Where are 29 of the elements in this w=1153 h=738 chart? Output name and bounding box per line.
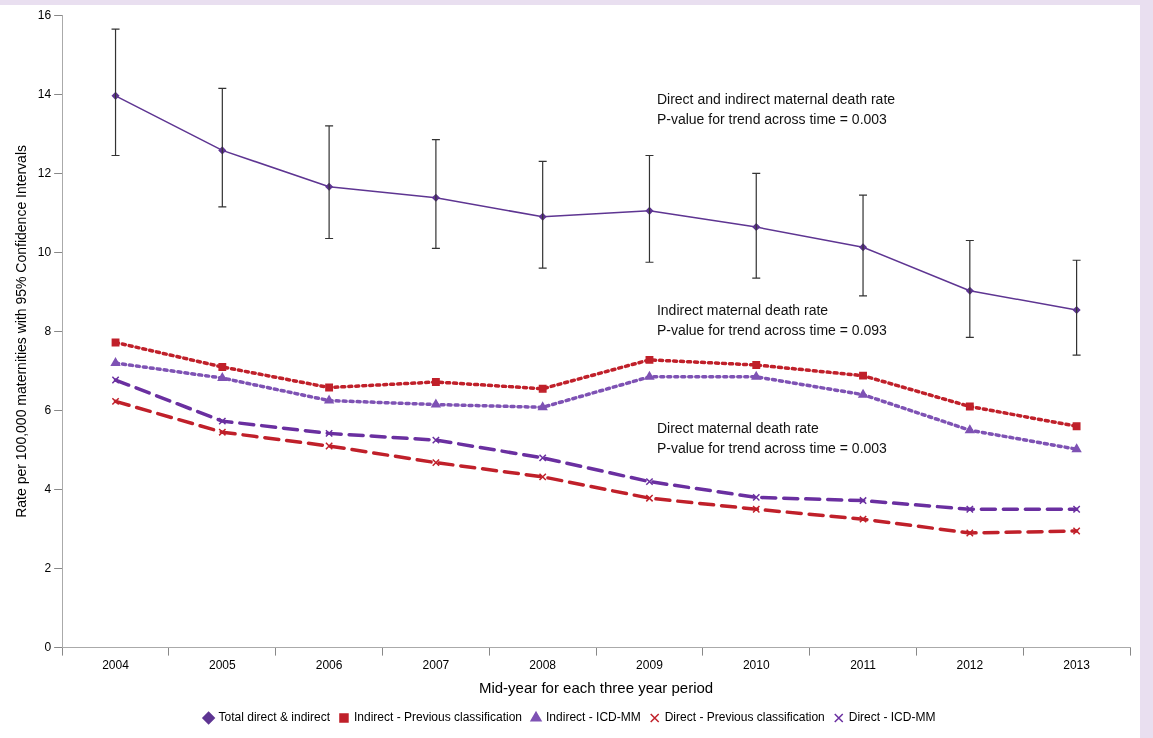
y-tick-label: 2 bbox=[44, 560, 52, 575]
y-axis-title: Rate per 100,000 maternities with 95% Confidence Intervals bbox=[13, 145, 30, 518]
x-tick-label: 2011 bbox=[850, 658, 877, 673]
x-tick-label: 2005 bbox=[208, 658, 236, 673]
x-tick-label: 2010 bbox=[742, 658, 770, 673]
x-tick-label: 2012 bbox=[956, 658, 984, 673]
legend-label: Direct - ICD-MM bbox=[848, 710, 936, 725]
x-tick-label: 2006 bbox=[315, 658, 343, 673]
annotation: Direct maternal death rate P-value for trend across time = 0.003 bbox=[656, 419, 888, 456]
legend-label: Indirect - Previous classification bbox=[353, 710, 523, 725]
x-tick-label: 2009 bbox=[636, 658, 664, 673]
y-tick-label: 14 bbox=[37, 86, 52, 101]
legend-label: Direct - Previous classification bbox=[664, 710, 825, 725]
annotation: Indirect maternal death rate P-value for trend across time = 0.093 bbox=[656, 302, 888, 339]
y-tick-label: 6 bbox=[44, 402, 52, 417]
legend-label: Indirect - ICD-MM bbox=[546, 710, 641, 725]
y-tick-label: 0 bbox=[44, 639, 52, 654]
annotation: Direct and indirect maternal death rate P-value for trend across time = 0.003 bbox=[656, 90, 896, 127]
y-tick-label: 16 bbox=[37, 7, 52, 22]
y-tick-label: 10 bbox=[37, 244, 52, 259]
legend-label: Total direct & indirect bbox=[218, 710, 331, 725]
x-tick-label: 2008 bbox=[529, 658, 557, 673]
x-tick-label: 2007 bbox=[422, 658, 450, 673]
x-tick-label: 2004 bbox=[102, 658, 130, 673]
y-tick-label: 12 bbox=[37, 165, 52, 180]
y-tick-label: 4 bbox=[44, 481, 52, 496]
x-tick-label: 2013 bbox=[1063, 658, 1091, 673]
y-tick-label: 8 bbox=[44, 323, 52, 338]
x-axis-title: Mid-year for each three year period bbox=[478, 679, 714, 697]
